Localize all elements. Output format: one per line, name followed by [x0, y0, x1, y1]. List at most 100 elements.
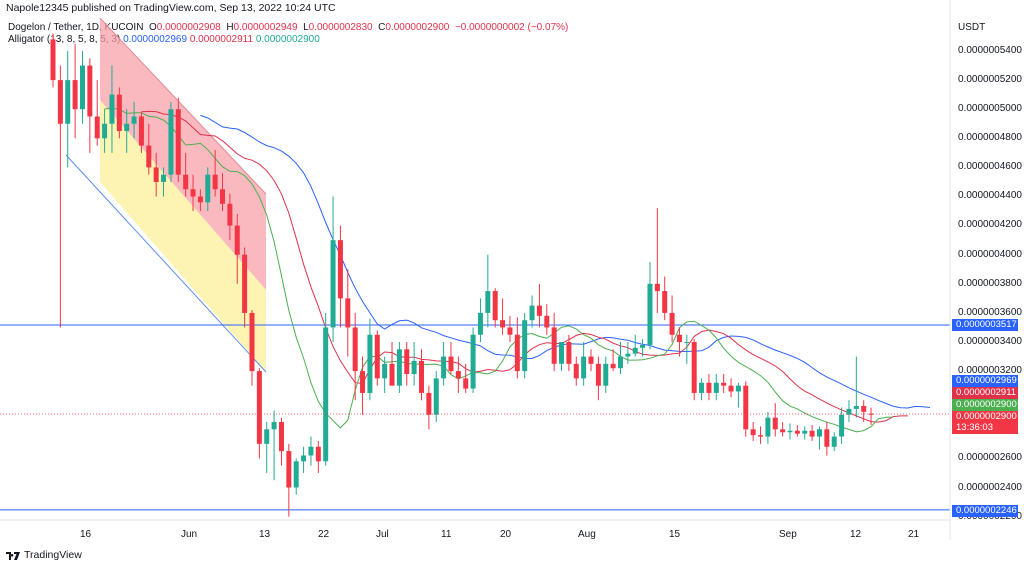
candle-body	[242, 254, 248, 313]
candle	[278, 417, 284, 466]
candle	[175, 97, 181, 182]
candle	[205, 167, 211, 212]
alligator-jaw-value: 0.0000002969	[123, 34, 188, 45]
candle-body	[669, 312, 675, 335]
candle-body	[861, 406, 867, 412]
candle	[455, 356, 461, 393]
candle-body	[79, 65, 85, 110]
candle	[65, 51, 71, 168]
candle	[544, 304, 550, 335]
candle	[94, 80, 100, 146]
candle	[581, 342, 587, 386]
teeth-price-tag: 0.0000002911	[952, 387, 1018, 399]
candle	[315, 440, 321, 473]
candle	[360, 356, 366, 415]
candle	[794, 424, 800, 437]
time-tick-label: Sep	[779, 529, 797, 540]
candle-body	[227, 203, 233, 226]
candle-body	[492, 291, 498, 321]
ohlc-legend: Dogelon / Tether, 1D, KUCOIN O0.00000029…	[8, 22, 568, 33]
price-tick-label: 0.0000004400	[958, 190, 1022, 201]
candle-body	[846, 408, 852, 415]
time-tick-label: 15	[669, 529, 681, 540]
candle-body	[190, 189, 196, 197]
alligator-legend: Alligator (13, 8, 5, 8, 5, 3) 0.00000029…	[8, 34, 320, 45]
candle	[853, 356, 859, 418]
candle-body	[264, 429, 270, 444]
candle-body	[559, 342, 565, 364]
candle	[345, 269, 351, 357]
candle	[146, 123, 152, 175]
candle-body	[654, 283, 660, 292]
candle	[684, 334, 690, 364]
candle-body	[153, 167, 159, 182]
candle-body	[124, 123, 130, 132]
candle-body	[116, 94, 122, 132]
candle	[426, 385, 432, 430]
candle	[603, 356, 609, 393]
candle-body	[455, 371, 461, 379]
candle	[728, 378, 734, 398]
candle	[109, 65, 115, 153]
candle-body	[640, 344, 646, 348]
candle	[404, 342, 410, 386]
price-tick-label: 0.0000004800	[958, 132, 1022, 143]
channel-red-zone	[100, 18, 266, 290]
candle-body	[65, 80, 71, 124]
candle	[79, 51, 85, 124]
candle	[500, 298, 506, 335]
alligator-jaw-line	[200, 114, 931, 409]
candle	[477, 298, 483, 342]
candle-body	[758, 435, 764, 437]
candle-body	[699, 382, 705, 393]
candle-body	[293, 461, 299, 488]
candle-body	[588, 356, 594, 364]
candle-body	[802, 430, 808, 434]
price-tick-label: 0.0000004600	[958, 161, 1022, 172]
candle	[816, 426, 822, 450]
candle	[286, 443, 292, 517]
candle-body	[175, 109, 181, 175]
candle	[411, 342, 417, 386]
candle	[419, 349, 424, 401]
candle-body	[197, 196, 203, 203]
candle	[824, 422, 830, 456]
price-tick-label: 0.0000004200	[958, 219, 1022, 230]
candle-body	[522, 320, 528, 372]
candle	[735, 382, 741, 408]
candle	[536, 283, 542, 328]
candle-body	[301, 455, 307, 462]
candle	[271, 410, 277, 481]
candle	[168, 101, 174, 182]
candle-body	[404, 349, 410, 375]
candle-body	[278, 422, 284, 452]
change-value: −0.0000000002 (−0.07%)	[454, 22, 569, 33]
candle	[197, 189, 203, 212]
candle	[293, 458, 299, 495]
tradingview-wordmark: TradingView	[24, 549, 82, 561]
candle-body	[352, 327, 358, 372]
candle-body	[315, 446, 321, 462]
candle-body	[323, 327, 329, 462]
tradingview-logo-icon	[6, 550, 20, 560]
candle-body	[816, 429, 822, 437]
candle-body	[308, 446, 314, 456]
candle-body	[485, 291, 491, 313]
candle	[374, 330, 380, 386]
candle-body	[94, 116, 100, 139]
candle	[441, 342, 447, 386]
candle-body	[87, 65, 93, 117]
candle-body	[146, 145, 152, 168]
candle	[662, 276, 668, 321]
candle	[529, 295, 535, 328]
candle	[573, 356, 579, 386]
candle	[116, 87, 122, 139]
candle	[337, 225, 343, 328]
price-tick-label: 0.0000002400	[958, 482, 1022, 493]
candle-body	[234, 225, 240, 255]
candle-body	[131, 116, 137, 124]
tradingview-brand[interactable]: TradingView	[6, 549, 82, 561]
time-tick-label: 11	[441, 529, 452, 540]
candle	[846, 400, 852, 423]
